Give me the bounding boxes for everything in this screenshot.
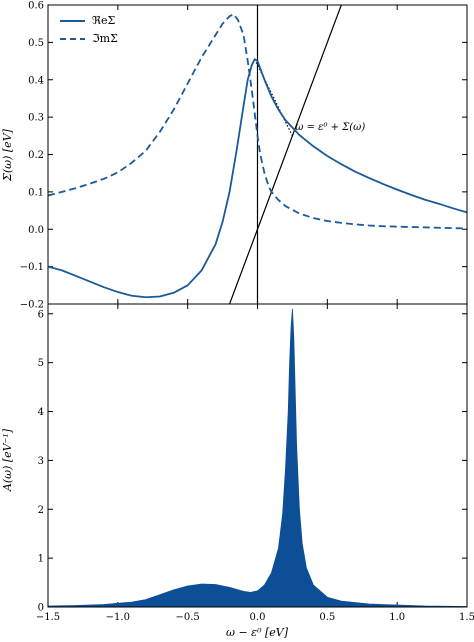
spectral-y-tick-label: 4 [38, 407, 44, 418]
spectral-x-tick-label: 0.0 [250, 612, 266, 623]
self-energy-panel: −0.2−0.10.00.10.20.30.40.50.6 Σ(ω) [eV] … [1, 1, 468, 311]
self-energy-y-tick-label: 0.1 [28, 187, 44, 198]
self-energy-y-tick-label: 0.0 [28, 225, 44, 236]
spectral-x-tick-label: 1.5 [459, 612, 474, 623]
self-energy-y-tick-label: 0.5 [28, 38, 44, 49]
spectral-x-tick-label: −1.5 [36, 612, 60, 623]
self-energy-plot-area [48, 5, 467, 304]
diagonal-line [229, 5, 342, 304]
imag-self-energy-line [48, 13, 467, 230]
spectral-x-tick-label: −0.5 [176, 612, 200, 623]
self-energy-y-tick-label: 0.6 [28, 1, 44, 12]
spectral-function-y-axis-label: A(ω) [eV⁻¹] [1, 428, 14, 492]
spectral-function-x-axis-label: ω − ε⁰ [eV] [226, 626, 289, 639]
legend: ℜeΣ ℑmΣ [60, 14, 118, 45]
spectral-x-tick-label: 1.0 [389, 612, 405, 623]
self-energy-y-tick-label: 0.2 [28, 150, 44, 161]
spectral-y-tick-label: 2 [38, 505, 44, 516]
self-energy-y-axis-label: Σ(ω) [eV] [1, 128, 14, 182]
spectral-y-tick-label: 6 [38, 309, 44, 320]
real-self-energy-line [48, 58, 467, 299]
spectral-function-frame [47, 303, 468, 608]
spectral-y-tick-label: 3 [38, 456, 44, 467]
self-energy-y-tick-label: 0.3 [28, 113, 44, 124]
legend-real-label: ℜeΣ [92, 14, 115, 27]
self-energy-y-tick-label: −0.1 [20, 262, 44, 273]
spectral-y-tick-label: 5 [38, 358, 44, 369]
spectral-function-panel: 0 1 2 3 4 5 6 −1.5 −1.0 −0.5 0.0 0.5 1.0 1.5 A(ω) [eV… [1, 303, 474, 639]
self-energy-y-tick-label: −0.2 [20, 300, 44, 311]
self-energy-annotation: ω = ε⁰ + Σ(ω) [295, 122, 365, 133]
spectral-y-tick-label: 1 [38, 554, 44, 565]
spectral-x-tick-label: −1.0 [106, 612, 130, 623]
spectral-function-plot-area [48, 308, 467, 607]
legend-imag-label: ℑmΣ [92, 32, 118, 45]
spectral-x-tick-label: 0.5 [319, 612, 335, 623]
self-energy-y-tick-label: 0.4 [28, 75, 44, 86]
spectral-y-tick-label: 0 [38, 603, 44, 614]
spectral-function-area [48, 308, 467, 607]
